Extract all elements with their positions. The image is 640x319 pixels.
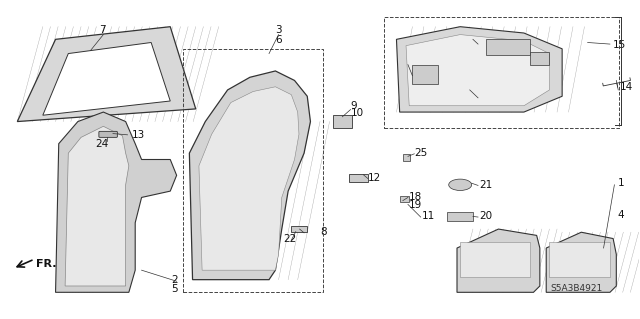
Bar [447,212,473,221]
Text: 25: 25 [414,148,428,158]
Bar [399,197,409,202]
Bar [333,115,352,128]
Polygon shape [17,27,196,122]
Text: 4: 4 [618,210,624,220]
Text: 7: 7 [99,26,106,35]
Text: 18: 18 [409,192,422,202]
Text: 16: 16 [409,58,422,68]
Text: 15: 15 [613,40,627,50]
Text: 8: 8 [320,227,326,237]
Polygon shape [546,232,616,292]
Polygon shape [56,112,177,292]
Text: 2: 2 [172,275,178,285]
Bar [412,65,438,84]
Text: 9: 9 [351,101,357,111]
Bar [403,154,410,161]
Polygon shape [406,34,549,106]
Text: 19: 19 [409,200,422,210]
Polygon shape [189,71,310,280]
Text: 22: 22 [283,234,296,244]
Polygon shape [199,87,299,270]
Bar [486,39,531,55]
Text: 6: 6 [275,35,282,45]
Text: 1: 1 [618,178,624,188]
Bar [349,174,368,182]
Polygon shape [457,229,540,292]
Bar [291,226,307,232]
Polygon shape [43,42,170,115]
Text: S5A3B4921: S5A3B4921 [550,284,603,293]
Text: 5: 5 [172,284,178,294]
Circle shape [449,179,472,190]
Polygon shape [65,126,129,286]
Text: 24: 24 [95,139,109,149]
Bar [531,52,549,65]
Text: 13: 13 [132,130,145,140]
Text: FR.: FR. [36,259,57,269]
FancyBboxPatch shape [99,131,117,137]
Text: 15: 15 [478,40,492,50]
Text: 10: 10 [351,108,364,118]
Text: 11: 11 [422,211,435,221]
Bar [384,17,620,128]
Polygon shape [396,27,562,112]
Text: 12: 12 [368,173,381,183]
Text: 21: 21 [479,180,493,190]
Bar [183,49,323,292]
Bar [549,242,610,277]
Text: 17: 17 [478,91,492,101]
Text: 14: 14 [620,82,633,93]
Text: 20: 20 [479,211,492,221]
Text: 3: 3 [275,26,282,35]
Bar [460,242,531,277]
